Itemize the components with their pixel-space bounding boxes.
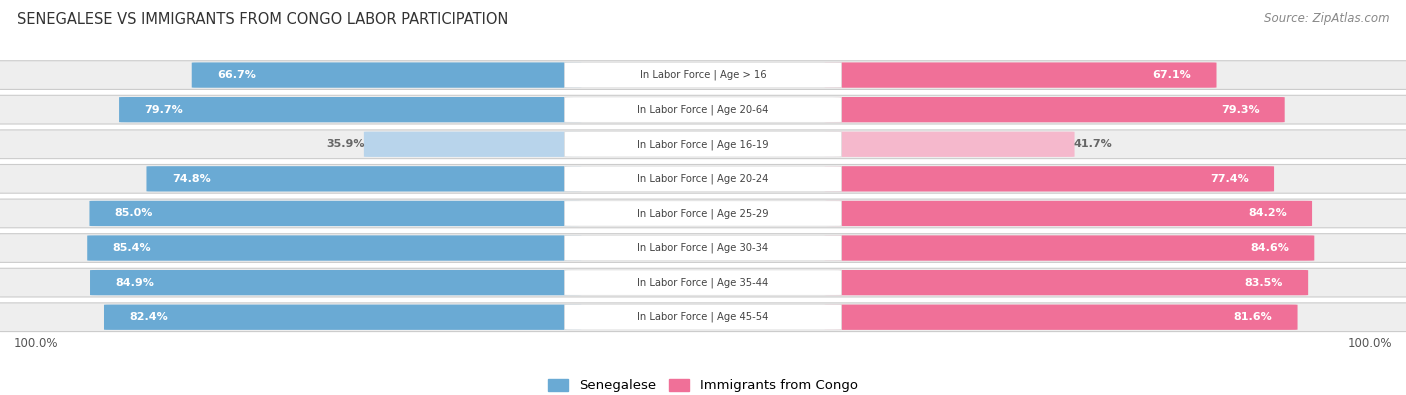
FancyBboxPatch shape: [0, 95, 1406, 124]
Text: 85.4%: 85.4%: [112, 243, 152, 253]
Text: In Labor Force | Age 20-64: In Labor Force | Age 20-64: [637, 104, 769, 115]
FancyBboxPatch shape: [824, 62, 1216, 88]
Text: 74.8%: 74.8%: [172, 174, 211, 184]
FancyBboxPatch shape: [191, 62, 582, 88]
FancyBboxPatch shape: [87, 235, 582, 261]
FancyBboxPatch shape: [0, 61, 1406, 89]
Text: 79.3%: 79.3%: [1220, 105, 1260, 115]
FancyBboxPatch shape: [824, 166, 1274, 192]
FancyBboxPatch shape: [146, 166, 582, 192]
Text: SENEGALESE VS IMMIGRANTS FROM CONGO LABOR PARTICIPATION: SENEGALESE VS IMMIGRANTS FROM CONGO LABO…: [17, 12, 508, 27]
Legend: Senegalese, Immigrants from Congo: Senegalese, Immigrants from Congo: [543, 373, 863, 395]
Text: 100.0%: 100.0%: [14, 337, 59, 350]
FancyBboxPatch shape: [564, 62, 842, 88]
FancyBboxPatch shape: [824, 305, 1298, 330]
Text: 67.1%: 67.1%: [1153, 70, 1191, 80]
Text: In Labor Force | Age 16-19: In Labor Force | Age 16-19: [637, 139, 769, 149]
Text: 79.7%: 79.7%: [145, 105, 183, 115]
FancyBboxPatch shape: [90, 201, 582, 226]
Text: 83.5%: 83.5%: [1244, 278, 1282, 288]
Text: 84.6%: 84.6%: [1250, 243, 1289, 253]
Text: In Labor Force | Age 45-54: In Labor Force | Age 45-54: [637, 312, 769, 322]
FancyBboxPatch shape: [564, 235, 842, 261]
FancyBboxPatch shape: [824, 201, 1312, 226]
Text: In Labor Force | Age 30-34: In Labor Force | Age 30-34: [637, 243, 769, 253]
FancyBboxPatch shape: [90, 270, 582, 295]
FancyBboxPatch shape: [0, 164, 1406, 193]
Text: In Labor Force | Age 25-29: In Labor Force | Age 25-29: [637, 208, 769, 219]
FancyBboxPatch shape: [0, 268, 1406, 297]
FancyBboxPatch shape: [0, 199, 1406, 228]
Text: 100.0%: 100.0%: [1347, 337, 1392, 350]
FancyBboxPatch shape: [120, 97, 582, 122]
FancyBboxPatch shape: [564, 270, 842, 295]
FancyBboxPatch shape: [564, 97, 842, 122]
FancyBboxPatch shape: [0, 234, 1406, 262]
Text: 77.4%: 77.4%: [1211, 174, 1249, 184]
FancyBboxPatch shape: [364, 132, 582, 157]
Text: 84.9%: 84.9%: [115, 278, 155, 288]
FancyBboxPatch shape: [824, 132, 1074, 157]
Text: 81.6%: 81.6%: [1233, 312, 1272, 322]
Text: In Labor Force | Age 35-44: In Labor Force | Age 35-44: [637, 277, 769, 288]
FancyBboxPatch shape: [564, 166, 842, 192]
Text: 41.7%: 41.7%: [1073, 139, 1112, 149]
FancyBboxPatch shape: [0, 130, 1406, 159]
FancyBboxPatch shape: [824, 97, 1285, 122]
Text: 82.4%: 82.4%: [129, 312, 169, 322]
Text: 66.7%: 66.7%: [217, 70, 256, 80]
Text: 85.0%: 85.0%: [115, 209, 153, 218]
Text: 84.2%: 84.2%: [1249, 209, 1286, 218]
FancyBboxPatch shape: [824, 270, 1308, 295]
FancyBboxPatch shape: [564, 201, 842, 226]
FancyBboxPatch shape: [104, 305, 582, 330]
FancyBboxPatch shape: [564, 305, 842, 330]
Text: In Labor Force | Age > 16: In Labor Force | Age > 16: [640, 70, 766, 80]
Text: Source: ZipAtlas.com: Source: ZipAtlas.com: [1264, 12, 1389, 25]
FancyBboxPatch shape: [0, 303, 1406, 331]
FancyBboxPatch shape: [564, 132, 842, 157]
FancyBboxPatch shape: [824, 235, 1315, 261]
Text: In Labor Force | Age 20-24: In Labor Force | Age 20-24: [637, 173, 769, 184]
Text: 35.9%: 35.9%: [326, 139, 366, 149]
